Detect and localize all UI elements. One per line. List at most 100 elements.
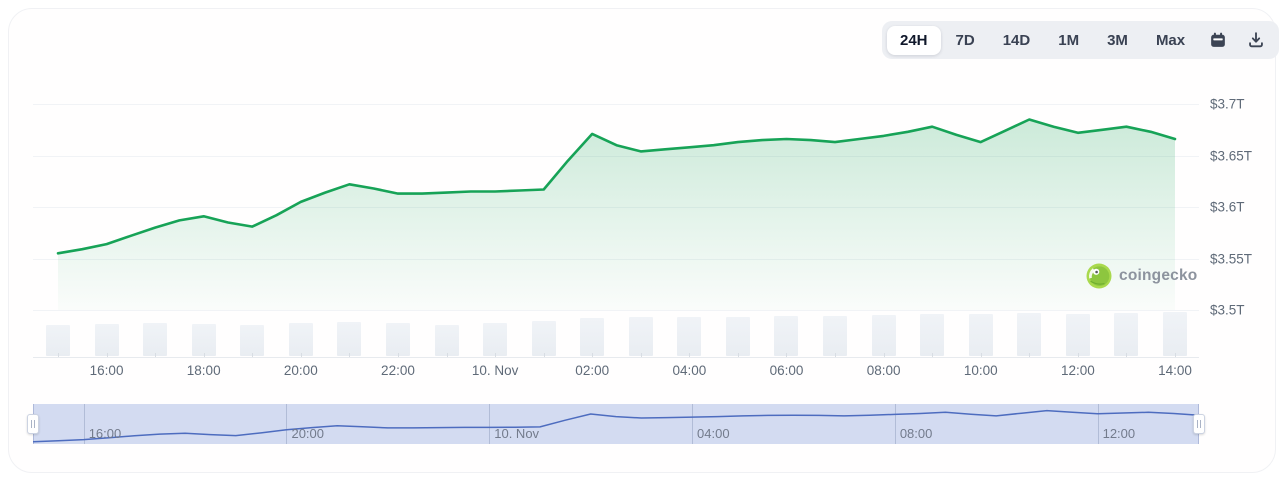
x-axis-tick [1175, 353, 1176, 357]
navigator-tick-label: 10. Nov [494, 426, 540, 441]
volume-bar [1017, 312, 1042, 356]
navigator-gridline [286, 404, 288, 444]
x-axis-tick-label: 18:00 [186, 363, 221, 378]
navigator-gridline [1097, 404, 1099, 444]
volume-bar [677, 316, 702, 356]
volume-bar [580, 318, 605, 356]
volume-bar [288, 323, 313, 356]
volume-bar [531, 320, 556, 356]
x-axis-tick-label: 14:00 [1158, 363, 1192, 378]
navigator-mini-chart [33, 409, 1199, 443]
x-axis-tick-label: 12:00 [1060, 363, 1095, 378]
x-axis-tick-label: 10. Nov [471, 363, 519, 378]
navigator-selected-range[interactable] [33, 404, 1199, 444]
volume-bar [385, 323, 410, 356]
navigator-tick-label: 16:00 [88, 426, 122, 441]
volume-bar [871, 315, 896, 356]
volume-bar [337, 322, 362, 356]
x-axis-tick [252, 353, 254, 357]
price-line [56, 118, 1177, 255]
watermark-text: coingecko [1119, 267, 1198, 284]
x-axis-tick [543, 353, 545, 357]
gridline [33, 310, 1199, 311]
gecko-icon [1086, 263, 1112, 289]
volume-bar [1163, 312, 1187, 356]
navigator-left-handle[interactable] [27, 414, 39, 434]
volume-bar [191, 323, 216, 356]
range-button-group: 24H 7D 14D 1M 3M Max [887, 25, 1198, 55]
navigator-tick-label: 12:00 [1102, 426, 1136, 441]
x-axis-tick [689, 353, 691, 357]
x-axis-tick-label: 20:00 [283, 363, 318, 378]
navigator-tick-label: 20:00 [291, 426, 325, 441]
watermark: coingecko [1086, 263, 1197, 289]
navigator-gridline [894, 404, 896, 444]
x-axis-tick [592, 353, 594, 357]
y-axis-tick-label: $3.7T [1210, 96, 1245, 112]
navigator: 16:00 20:00 10. Nov 04:00 08:00 12:00 [27, 404, 1205, 444]
x-axis-tick [300, 353, 302, 357]
navigator-tick-label: 04:00 [697, 426, 730, 441]
x-axis-tick-label: 02:00 [575, 363, 610, 378]
volume-bar [628, 316, 653, 356]
x-axis-tick [446, 353, 448, 357]
navigator-gridline [83, 404, 85, 444]
volume-bar [1114, 312, 1139, 356]
volume-bar [725, 316, 750, 356]
volume-bar [823, 315, 848, 356]
gridline [33, 104, 1199, 105]
volume-bar [968, 314, 993, 356]
x-axis-tick [349, 353, 351, 357]
y-axis-tick-label: $3.65T [1210, 148, 1253, 163]
range-button-max[interactable]: Max [1155, 31, 1186, 49]
x-axis-tick [786, 353, 788, 357]
x-axis-tick-label: 16:00 [89, 363, 124, 378]
calendar-icon [1210, 32, 1226, 48]
price-area-fill [58, 119, 1175, 310]
navigator-gridline [489, 404, 491, 444]
volume-bar [240, 325, 265, 356]
range-button-14d[interactable]: 14D [1002, 31, 1031, 49]
y-axis-tick-label: $3.55T [1210, 251, 1253, 266]
range-button-3m[interactable]: 3M [1107, 31, 1128, 49]
x-axis-tick [397, 353, 399, 357]
x-axis-tick-label: 22:00 [381, 363, 415, 378]
x-axis-tick [980, 353, 982, 357]
range-button-7d[interactable]: 7D [955, 31, 975, 49]
x-axis-tick [1077, 353, 1079, 357]
volume-bar [46, 325, 70, 356]
x-axis-tick [932, 353, 934, 357]
range-button-1m[interactable]: 1M [1058, 31, 1080, 49]
x-axis-tick-label: 08:00 [866, 363, 901, 378]
navigator-gridline [692, 404, 694, 444]
x-axis-tick [495, 353, 497, 357]
x-axis-tick [1029, 353, 1031, 357]
volume-bar [1065, 314, 1090, 356]
x-axis-tick [640, 353, 642, 357]
x-axis-tick [737, 353, 739, 357]
x-axis-tick [203, 353, 205, 357]
x-axis-tick [1126, 353, 1128, 357]
download-button[interactable] [1238, 25, 1274, 55]
download-icon [1248, 32, 1264, 48]
volume-bar [143, 323, 168, 356]
volume-bar [94, 323, 119, 356]
calendar-button[interactable] [1200, 25, 1236, 55]
volume-bar [483, 323, 508, 356]
x-axis-tick [155, 353, 157, 357]
range-button-24h[interactable]: 24H [887, 25, 941, 55]
x-axis-tick [58, 353, 59, 357]
volume-bar [774, 315, 799, 356]
x-axis-tick [835, 353, 837, 357]
volume-bar [920, 314, 945, 356]
navigator-tick-label: 08:00 [899, 426, 933, 441]
x-axis-tick-label: 06:00 [769, 363, 804, 378]
navigator-right-handle[interactable] [1193, 414, 1205, 434]
time-range-toolbar: 24H 7D 14D 1M 3M Max [882, 21, 1280, 59]
volume-bar [434, 325, 459, 356]
y-axis-tick-label: $3.6T [1210, 199, 1245, 215]
x-axis-tick [883, 353, 885, 357]
x-axis-line [33, 357, 1199, 358]
x-axis-tick-label: 04:00 [672, 363, 707, 378]
